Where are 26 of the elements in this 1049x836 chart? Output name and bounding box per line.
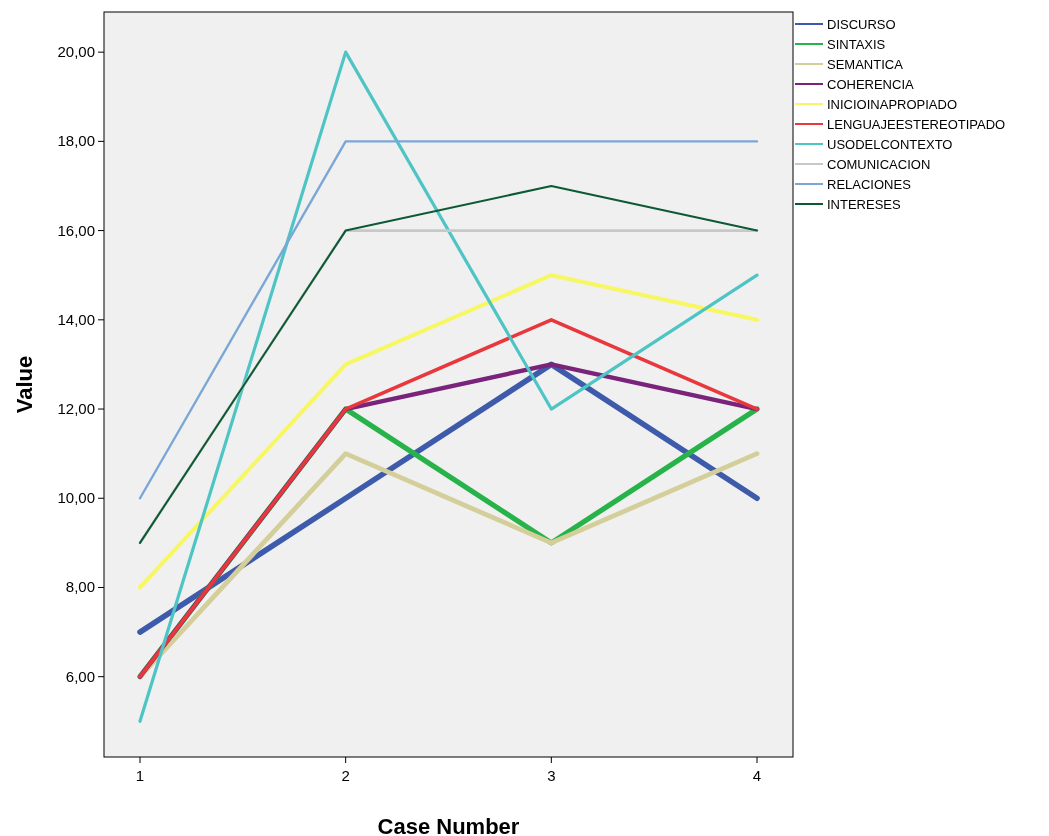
legend-label: SEMANTICA [827, 57, 904, 72]
y-tick-label: 20,00 [57, 43, 95, 61]
legend-label: DISCURSO [827, 17, 896, 32]
legend-label: INTERESES [827, 197, 902, 212]
x-tick-label: 3 [547, 767, 556, 784]
line-series [137, 273, 760, 590]
y-tick-label: 14,00 [57, 310, 95, 328]
legend-label: USODELCONTEXTO [827, 137, 953, 152]
legend-label: COMUNICACION [827, 157, 931, 172]
y-tick-label: 16,00 [57, 221, 95, 239]
legend-label: INICIOINAPROPIADO [827, 97, 958, 112]
legend-label: RELACIONES [827, 177, 912, 192]
legend-label: SINTAXIS [827, 37, 886, 52]
x-axis-title: Case Number [377, 814, 520, 836]
legend-label: COHERENCIA [827, 77, 915, 92]
x-tick-label: 1 [135, 767, 145, 784]
legend-label: LENGUAJEESTEREOTIPADO [827, 117, 1006, 132]
y-tick-label: 12,00 [57, 400, 95, 418]
y-tick-label: 6,00 [65, 667, 95, 685]
y-axis-title: Value [12, 355, 37, 414]
x-tick-label: 4 [752, 767, 762, 784]
y-tick-label: 18,00 [57, 132, 95, 150]
y-tick-label: 8,00 [65, 578, 95, 596]
y-tick-label: 10,00 [57, 489, 95, 507]
x-tick-label: 2 [341, 767, 350, 784]
line-series [138, 50, 759, 723]
